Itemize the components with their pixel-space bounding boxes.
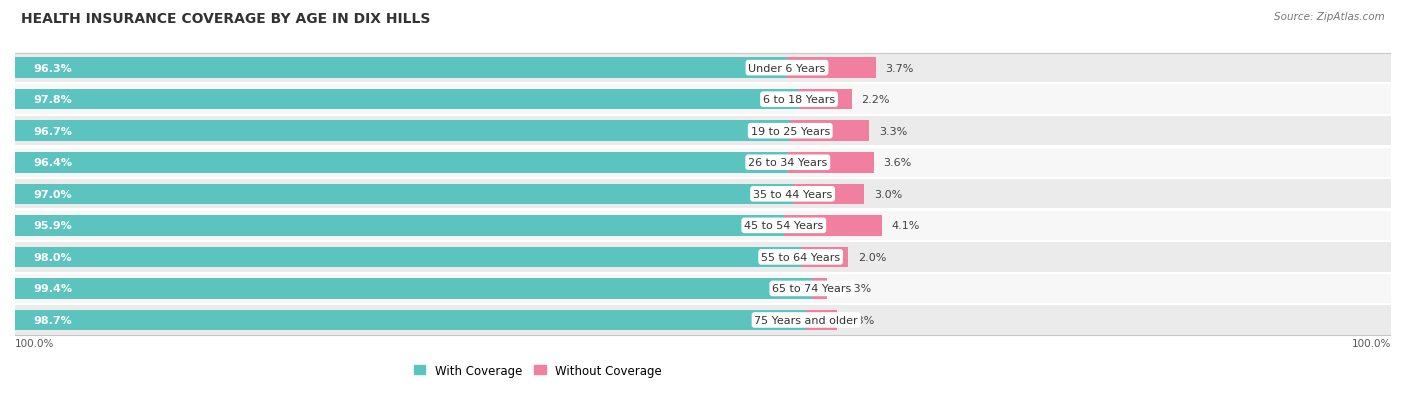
Bar [15,148,1391,178]
Bar [15,153,787,173]
Text: 100.0%: 100.0% [1351,338,1391,349]
Text: 98.7%: 98.7% [32,315,72,325]
Text: HEALTH INSURANCE COVERAGE BY AGE IN DIX HILLS: HEALTH INSURANCE COVERAGE BY AGE IN DIX … [21,12,430,26]
Bar [15,216,783,236]
Bar [811,278,827,299]
Bar [15,58,787,79]
Text: 1.3%: 1.3% [846,315,875,325]
Bar [15,274,1391,304]
Text: 26 to 34 Years: 26 to 34 Years [748,158,828,168]
Bar [799,90,852,110]
Text: 95.9%: 95.9% [32,221,72,231]
Bar [15,90,799,110]
Bar [783,216,882,236]
Bar [15,184,793,204]
Bar [793,184,865,204]
Bar [15,117,1391,146]
Bar [15,211,1391,240]
Text: 99.4%: 99.4% [32,284,72,294]
Text: Under 6 Years: Under 6 Years [748,64,825,74]
Legend: With Coverage, Without Coverage: With Coverage, Without Coverage [409,359,666,382]
Text: 75 Years and older: 75 Years and older [755,315,858,325]
Bar [15,242,1391,272]
Bar [800,247,848,268]
Text: 2.0%: 2.0% [858,252,886,262]
Text: 35 to 44 Years: 35 to 44 Years [754,189,832,199]
Text: 55 to 64 Years: 55 to 64 Years [761,252,841,262]
Text: 96.7%: 96.7% [32,126,72,136]
Text: 3.7%: 3.7% [886,64,914,74]
Text: 97.8%: 97.8% [32,95,72,105]
Bar [806,310,838,330]
Text: 98.0%: 98.0% [32,252,72,262]
Text: 2.2%: 2.2% [862,95,890,105]
Bar [15,278,811,299]
Text: 97.0%: 97.0% [32,189,72,199]
Bar [15,85,1391,114]
Text: 45 to 54 Years: 45 to 54 Years [744,221,824,231]
Text: 3.0%: 3.0% [875,189,903,199]
Bar [787,153,875,173]
Text: 19 to 25 Years: 19 to 25 Years [751,126,830,136]
Bar [15,54,1391,83]
Bar [15,247,800,268]
Bar [15,306,1391,335]
Text: 3.3%: 3.3% [879,126,907,136]
Bar [790,121,869,142]
Text: 100.0%: 100.0% [15,338,55,349]
Bar [15,121,790,142]
Text: 65 to 74 Years: 65 to 74 Years [772,284,852,294]
Text: 6 to 18 Years: 6 to 18 Years [763,95,835,105]
Bar [15,180,1391,209]
Text: 96.3%: 96.3% [32,64,72,74]
Text: 96.4%: 96.4% [32,158,72,168]
Bar [15,310,806,330]
Bar [787,58,876,79]
Text: 3.6%: 3.6% [883,158,911,168]
Text: Source: ZipAtlas.com: Source: ZipAtlas.com [1274,12,1385,22]
Text: 0.63%: 0.63% [837,284,872,294]
Text: 4.1%: 4.1% [891,221,920,231]
